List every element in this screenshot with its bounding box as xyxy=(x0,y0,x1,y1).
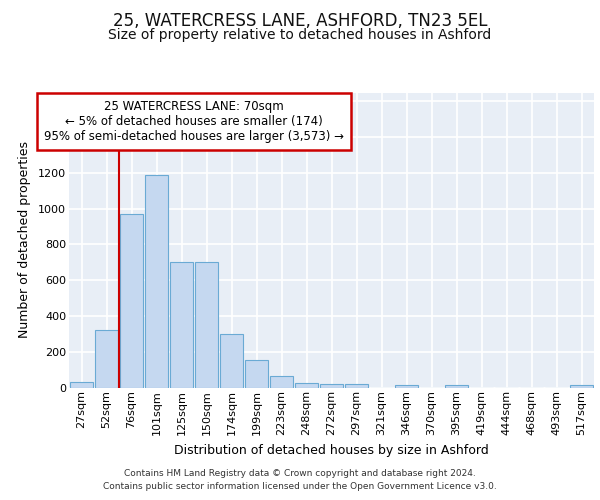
Bar xyxy=(270,376,293,388)
Bar xyxy=(220,334,243,388)
Bar xyxy=(445,386,468,388)
Bar xyxy=(95,330,118,388)
Bar xyxy=(295,383,318,388)
Bar xyxy=(120,214,143,388)
Bar xyxy=(345,384,368,388)
Bar xyxy=(195,262,218,388)
Bar xyxy=(145,174,168,388)
Bar xyxy=(170,262,193,388)
Bar xyxy=(320,384,343,388)
X-axis label: Distribution of detached houses by size in Ashford: Distribution of detached houses by size … xyxy=(174,444,489,456)
Bar xyxy=(395,385,418,388)
Text: 25, WATERCRESS LANE, ASHFORD, TN23 5EL: 25, WATERCRESS LANE, ASHFORD, TN23 5EL xyxy=(113,12,487,30)
Bar xyxy=(570,386,593,388)
Text: 25 WATERCRESS LANE: 70sqm
← 5% of detached houses are smaller (174)
95% of semi-: 25 WATERCRESS LANE: 70sqm ← 5% of detach… xyxy=(44,100,344,142)
Text: Contains HM Land Registry data © Crown copyright and database right 2024.
Contai: Contains HM Land Registry data © Crown c… xyxy=(103,470,497,491)
Bar xyxy=(245,360,268,388)
Bar xyxy=(70,382,93,388)
Text: Size of property relative to detached houses in Ashford: Size of property relative to detached ho… xyxy=(109,28,491,42)
Y-axis label: Number of detached properties: Number of detached properties xyxy=(18,142,31,338)
